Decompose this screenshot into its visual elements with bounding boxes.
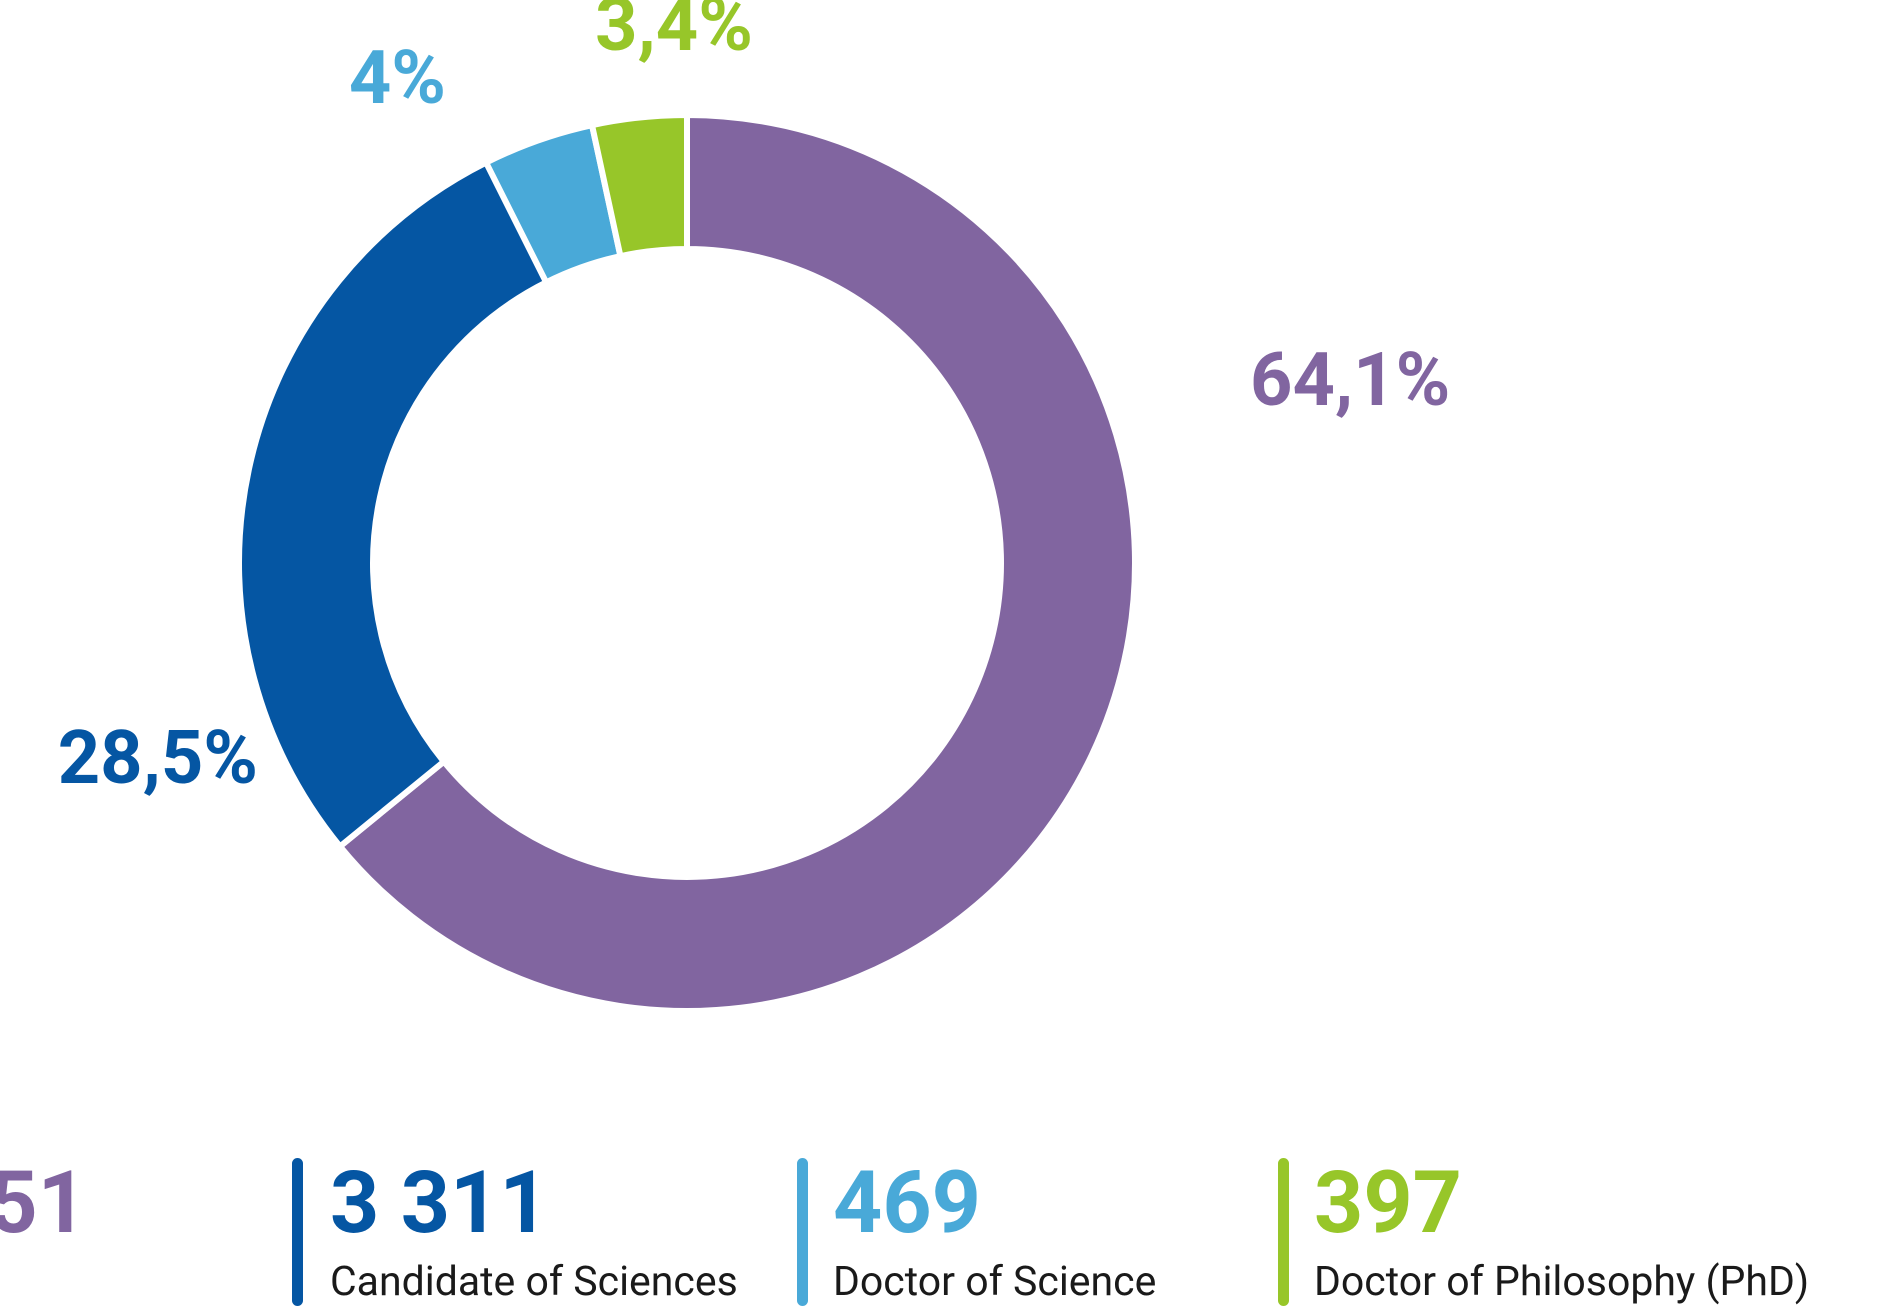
legend-name: Candidate of Sciences xyxy=(330,1258,738,1306)
legend-bar xyxy=(1278,1158,1289,1306)
legend-bar xyxy=(292,1158,303,1306)
slice-label: 4% xyxy=(349,35,446,122)
donut-slice xyxy=(337,112,1138,1014)
legend-value: 469 xyxy=(833,1152,981,1253)
legend-name: Doctor of Philosophy (PhD) xyxy=(1314,1258,1809,1306)
legend-value: 397 xyxy=(1314,1152,1462,1253)
slice-label: 3,4% xyxy=(595,0,753,69)
slice-label: 28,5% xyxy=(58,715,258,802)
legend-name: Doctor of Science xyxy=(833,1258,1156,1306)
donut-slice xyxy=(236,159,550,850)
legend-value: 3 311 xyxy=(330,1152,549,1253)
legend-value: 51 xyxy=(0,1152,87,1253)
slice-label: 64,1% xyxy=(1250,337,1450,424)
legend-bar xyxy=(797,1158,808,1306)
donut-slice xyxy=(589,112,690,260)
